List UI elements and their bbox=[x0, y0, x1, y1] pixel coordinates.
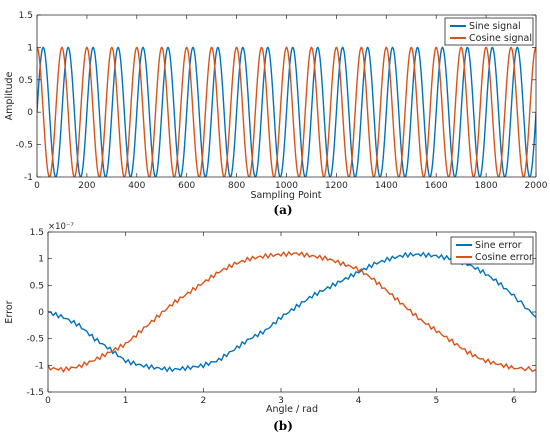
x-tick-label: 2 bbox=[200, 396, 206, 406]
x-tick-label: 5 bbox=[433, 396, 439, 406]
y-tick-label: 1 bbox=[38, 255, 44, 265]
x-tick-label: 6 bbox=[511, 396, 517, 406]
x-tick-label: 400 bbox=[128, 181, 145, 191]
legend-b: Sine error Cosine error bbox=[450, 236, 534, 265]
y-ticks-b: -1.5 -1 -0.5 0 0.5 1 1.5 bbox=[26, 228, 536, 398]
y-exponent-label-b: ×10⁻⁷ bbox=[48, 222, 74, 232]
y-ticks-a: -1 -0.5 0 0.5 1 1.5 bbox=[15, 11, 536, 183]
x-tick-label: 1 bbox=[123, 396, 129, 406]
x-tick-label: 3 bbox=[278, 396, 284, 406]
legend-box-a bbox=[444, 17, 534, 46]
x-ticks-b: 0 1 2 3 4 5 6 bbox=[45, 232, 517, 406]
legend-a: Sine signal Cosine signal bbox=[444, 17, 534, 46]
x-tick-label: 1000 bbox=[275, 181, 298, 191]
y-tick-label: 0.5 bbox=[30, 281, 44, 291]
panel-a: 0 200 400 600 800 1000 1200 1400 1600 1800 2000 -1… bbox=[4, 11, 548, 217]
x-tick-label: 0 bbox=[45, 396, 51, 406]
series-line-sine-error bbox=[48, 251, 536, 373]
y-tick-label: -1 bbox=[35, 361, 44, 371]
x-axis-label-b: Angle / rad bbox=[266, 404, 318, 415]
x-tick-label: 1200 bbox=[325, 181, 348, 191]
y-tick-label: -1 bbox=[24, 173, 33, 183]
y-tick-label: 1 bbox=[27, 43, 33, 53]
y-tick-label: 1.5 bbox=[30, 228, 44, 238]
y-tick-label: 0 bbox=[38, 308, 44, 318]
x-tick-label: 2000 bbox=[525, 181, 548, 191]
series-line-cosine-error bbox=[48, 250, 536, 374]
series-group-b bbox=[48, 250, 536, 374]
caption-a: (a) bbox=[273, 203, 292, 217]
y-tick-label: -1.5 bbox=[26, 388, 44, 398]
y-axis-label-a: Amplitude bbox=[4, 72, 15, 121]
x-ticks-a: 0 200 400 600 800 1000 1200 1400 1600 1800 2000 bbox=[34, 15, 548, 191]
y-tick-label: -0.5 bbox=[26, 335, 44, 345]
panel-b: 0 1 2 3 4 5 6 -1.5 -1 -0.5 0 0.5 1 1.5 ×10⁻⁷ Angle /… bbox=[4, 222, 537, 433]
legend-box-b bbox=[450, 236, 534, 265]
x-tick-label: 1400 bbox=[375, 181, 398, 191]
y-tick-label: -0.5 bbox=[15, 141, 33, 151]
x-tick-label: 1800 bbox=[475, 181, 498, 191]
x-tick-label: 200 bbox=[78, 181, 95, 191]
y-axis-label-b: Error bbox=[4, 300, 15, 323]
y-tick-label: 0 bbox=[27, 108, 33, 118]
series-group-a bbox=[37, 46, 536, 177]
x-tick-label: 600 bbox=[178, 181, 195, 191]
legend-label-cosine: Cosine signal bbox=[469, 33, 532, 44]
x-tick-label: 800 bbox=[228, 181, 245, 191]
x-tick-label: 0 bbox=[34, 181, 40, 191]
series-line-cosine-signal bbox=[37, 46, 536, 177]
legend-label-sine-error: Sine error bbox=[475, 240, 522, 251]
x-tick-label: 4 bbox=[356, 396, 362, 406]
caption-b: (b) bbox=[273, 419, 293, 433]
series-line-sine-signal bbox=[37, 46, 536, 177]
y-tick-label: 0.5 bbox=[19, 76, 33, 86]
y-tick-label: 1.5 bbox=[19, 11, 33, 21]
legend-label-cosine-error: Cosine error bbox=[475, 252, 533, 263]
x-axis-label-a: Sampling Point bbox=[250, 190, 321, 201]
x-tick-label: 1600 bbox=[425, 181, 448, 191]
legend-label-sine: Sine signal bbox=[469, 21, 521, 32]
